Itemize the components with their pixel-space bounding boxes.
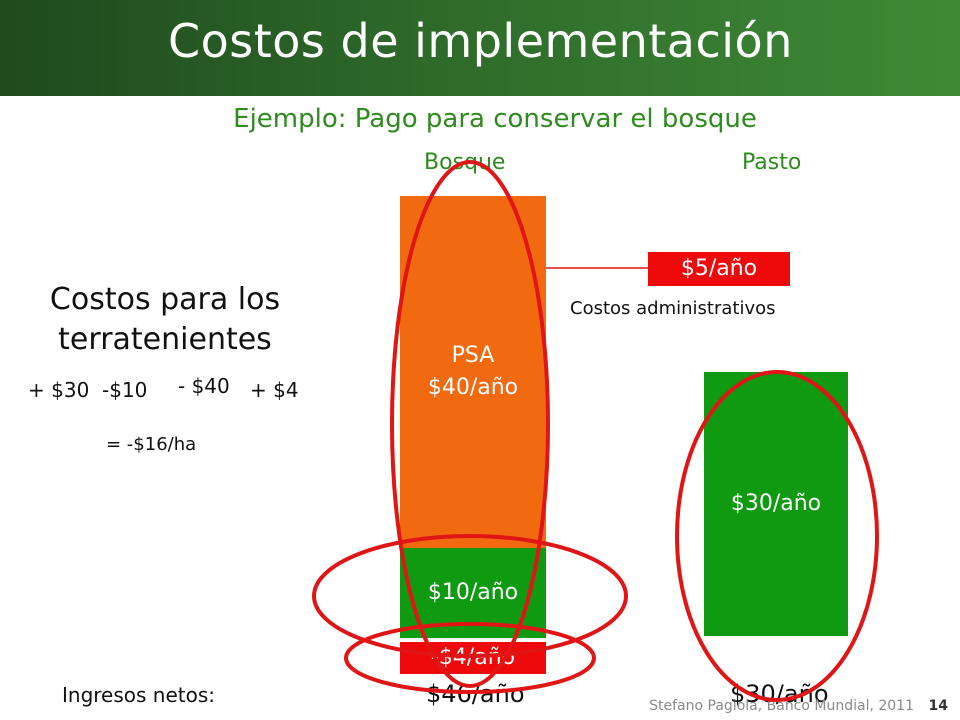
term-plus-4: + $4 — [250, 378, 299, 402]
psa-label: PSA — [451, 343, 495, 368]
admin-cost-bar: $5/año — [648, 252, 790, 286]
footer-credit: Stefano Pagiola, Banco Mundial, 2011 — [649, 698, 914, 714]
psa-payment-bar: PSA $40/año — [400, 196, 546, 548]
highlight-circle-pasture — [675, 370, 879, 702]
highlight-circle-forest-cost — [344, 622, 596, 694]
pasture-income-bar: $30/año — [704, 372, 848, 636]
term-plus-30: + $30 — [28, 378, 90, 402]
slide-title: Costos de implementación — [168, 14, 793, 68]
column-label-pasture: Pasto — [742, 150, 802, 175]
highlight-circle-forest-income — [312, 534, 628, 658]
psa-value: $40/año — [427, 375, 519, 400]
calculation-result: = -$16/ha — [106, 434, 197, 455]
term-minus-10: -$10 — [102, 378, 148, 402]
admin-cost-value: $5/año — [680, 256, 758, 281]
slide-subtitle: Ejemplo: Pago para conservar el bosque — [233, 104, 757, 134]
highlight-circle-forest — [390, 160, 550, 688]
forest-cost-bar: -$4/año — [400, 642, 546, 674]
page-number: 14 — [928, 698, 948, 714]
term-minus-40: - $40 — [178, 374, 230, 398]
admin-cost-label: Costos administrativos — [570, 298, 776, 319]
title-bar — [0, 0, 960, 96]
heading-line-1: Costos para los — [49, 282, 281, 317]
pasture-income-value: $30/año — [730, 491, 822, 516]
heading-line-2: terratenientes — [58, 322, 272, 357]
net-income-label: Ingresos netos: — [62, 683, 216, 707]
forest-income-value: $10/año — [427, 580, 519, 605]
landowner-costs-heading: Costos para los terratenientes — [20, 280, 310, 360]
